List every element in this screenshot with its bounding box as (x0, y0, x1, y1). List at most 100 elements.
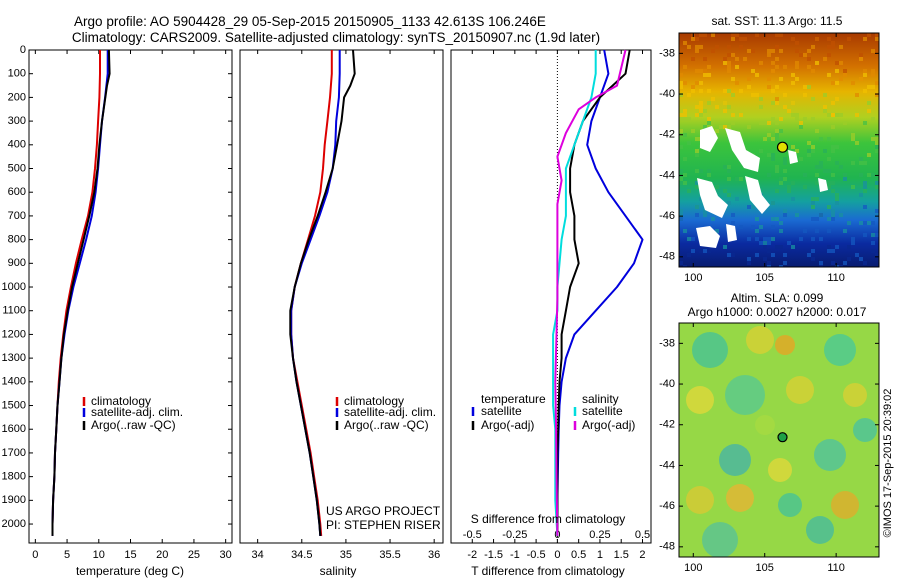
depth-tick-label: 1700 (2, 447, 26, 459)
lat-tick-label: -38 (659, 47, 675, 59)
figure-subtitle: Climatology: CARS2009. Satellite-adjuste… (72, 30, 600, 45)
difference-axes-frame (450, 49, 652, 544)
lat-tick-label: -40 (659, 378, 675, 390)
x-tick-label: 25 (188, 549, 200, 561)
difference-series (552, 49, 644, 536)
sla-map-subtitle: Argo h1000: 0.0027 h2000: 0.017 (688, 305, 867, 319)
depth-tick-label: 400 (8, 139, 26, 151)
lat-tick-label: -40 (659, 88, 675, 100)
x-tick-label: 35 (340, 549, 352, 561)
project-annotation: US ARGO PROJECT (326, 504, 441, 518)
lat-tick-label: -38 (659, 337, 675, 349)
lat-tick-label: -44 (659, 169, 675, 181)
sst-missing-data (696, 126, 828, 248)
lat-tick-label: -44 (659, 459, 675, 471)
depth-tick-label: 1200 (2, 328, 26, 340)
x-tick-label: 2 (639, 549, 645, 561)
difference-legend: temperature salinity satellite Argo(-adj… (471, 392, 635, 432)
sst-map-panel: sat. SST: 11.3 Argo: 11.5 -38 -40 -42 -44 -4… (659, 14, 880, 284)
x-tick-label: 5 (64, 549, 70, 561)
argo-location-marker (777, 432, 788, 443)
t-difference-xlabel: T difference from climatology (471, 564, 625, 578)
sla-map-panel: Altim. SLA: 0.099 Argo h1000: 0.0027 h20… (659, 291, 880, 574)
depth-tick-label: 1000 (2, 281, 26, 293)
x-tick-label: -1 (510, 549, 520, 561)
legend-label-argo: Argo(..raw -QC) (91, 418, 176, 432)
lat-tick-label: -42 (659, 129, 675, 141)
series-line-argo-raw-qc (289, 49, 356, 536)
difference-panel: -2 -1.5 -1 -0.5 0 0.5 1 1.5 2 -0.5 -0.25 0 0.25 0.5 … (450, 49, 652, 578)
x-tick-label-top: 0.25 (589, 529, 610, 541)
x-tick-label-top: 0.5 (635, 529, 650, 541)
depth-tick-label: 1600 (2, 423, 26, 435)
salinity-axes-frame (239, 49, 444, 544)
s-difference-xlabel: S difference from climatology (471, 512, 626, 526)
depth-tick-label: 700 (8, 210, 26, 222)
sst-map-axes: -38 -40 -42 -44 -46 -48 100 105 110 (659, 33, 879, 284)
depth-tick-label: 0 (20, 44, 26, 56)
x-tick-label-top: -0.5 (463, 529, 482, 541)
legend-label-satellite: satellite-adj. clim. (344, 405, 436, 419)
x-tick-label-top: -0.25 (502, 529, 527, 541)
x-tick-label: 10 (93, 549, 105, 561)
legend-title-temperature: temperature (481, 392, 546, 406)
x-tick-label: 34.5 (291, 549, 312, 561)
pi-annotation: PI: STEPHEN RISER (326, 518, 441, 532)
depth-tick-label: 900 (8, 257, 26, 269)
temperature-xlabel: temperature (deg C) (76, 564, 184, 578)
t-difference-x-axis: -2 -1.5 -1 -0.5 0 0.5 1 1.5 2 (467, 50, 646, 561)
x-tick-label: 1 (597, 549, 603, 561)
x-tick-label: 34 (252, 549, 264, 561)
depth-tick-label: 1300 (2, 352, 26, 364)
x-tick-label: 20 (156, 549, 168, 561)
temperature-axes-frame (28, 49, 233, 544)
depth-tick-label: 1100 (2, 305, 26, 317)
lon-tick-label: 100 (684, 272, 702, 284)
lon-tick-label: 110 (827, 272, 845, 284)
salinity-legend: climatology satellite-adj. clim. Argo(..… (335, 394, 436, 432)
s-difference-x-axis: -0.5 -0.25 0 0.25 0.5 (463, 529, 650, 541)
salinity-x-axis: 34 34.5 35 35.5 36 (252, 50, 440, 561)
lat-tick-label: -48 (659, 541, 675, 553)
x-tick-label: 35.5 (379, 549, 400, 561)
lon-tick-label: 105 (756, 272, 774, 284)
temperature-x-axis: 0 5 10 15 20 25 30 (32, 50, 232, 561)
legend-label-s-argo: Argo(-adj) (582, 418, 635, 432)
legend-label-climatology: climatology (344, 394, 404, 408)
argo-location-marker (776, 141, 789, 153)
sst-texture (679, 33, 879, 267)
depth-tick-label: 100 (8, 68, 26, 80)
legend-label-climatology: climatology (91, 394, 151, 408)
depth-tick-label: 2000 (2, 518, 26, 530)
lat-tick-label: -46 (659, 500, 675, 512)
temperature-panel: 0100200300400500600700800900100011001200… (2, 44, 651, 578)
lon-tick-label: 110 (827, 562, 845, 574)
x-tick-label: 36 (428, 549, 440, 561)
sla-map-axes: -38 -40 -42 -44 -46 -48 100 105 110 (659, 323, 879, 574)
legend-label-argo: Argo(..raw -QC) (344, 418, 429, 432)
depth-tick-label: 1900 (2, 494, 26, 506)
imos-stamp: ©IMOS 17-Sep-2015 20:39:02 (882, 389, 894, 538)
legend-label-s-satellite: satellite (582, 404, 623, 418)
depth-tick-label: 1500 (2, 399, 26, 411)
salinity-panel: 34 34.5 35 35.5 36 salinity climatology sate… (239, 49, 444, 578)
legend-label-t-satellite: satellite (481, 404, 522, 418)
sst-map-frame (678, 32, 880, 268)
x-tick-label: 0 (554, 549, 560, 561)
lat-tick-label: -46 (659, 210, 675, 222)
temperature-series (51, 49, 111, 536)
depth-tick-label: 1400 (2, 376, 26, 388)
sla-texture (686, 326, 877, 557)
salinity-series (289, 49, 356, 536)
series-line-argo-raw-qc (51, 49, 111, 536)
lat-tick-label: -48 (659, 251, 675, 263)
sla-map-frame (678, 322, 880, 558)
figure-title: Argo profile: AO 5904428_29 05-Sep-2015 … (74, 14, 546, 29)
lon-tick-label: 105 (756, 562, 774, 574)
x-tick-label: 30 (220, 549, 232, 561)
lon-tick-label: 100 (684, 562, 702, 574)
x-tick-label: 0 (32, 549, 38, 561)
depth-tick-label: 300 (8, 115, 26, 127)
lat-tick-label: -42 (659, 419, 675, 431)
